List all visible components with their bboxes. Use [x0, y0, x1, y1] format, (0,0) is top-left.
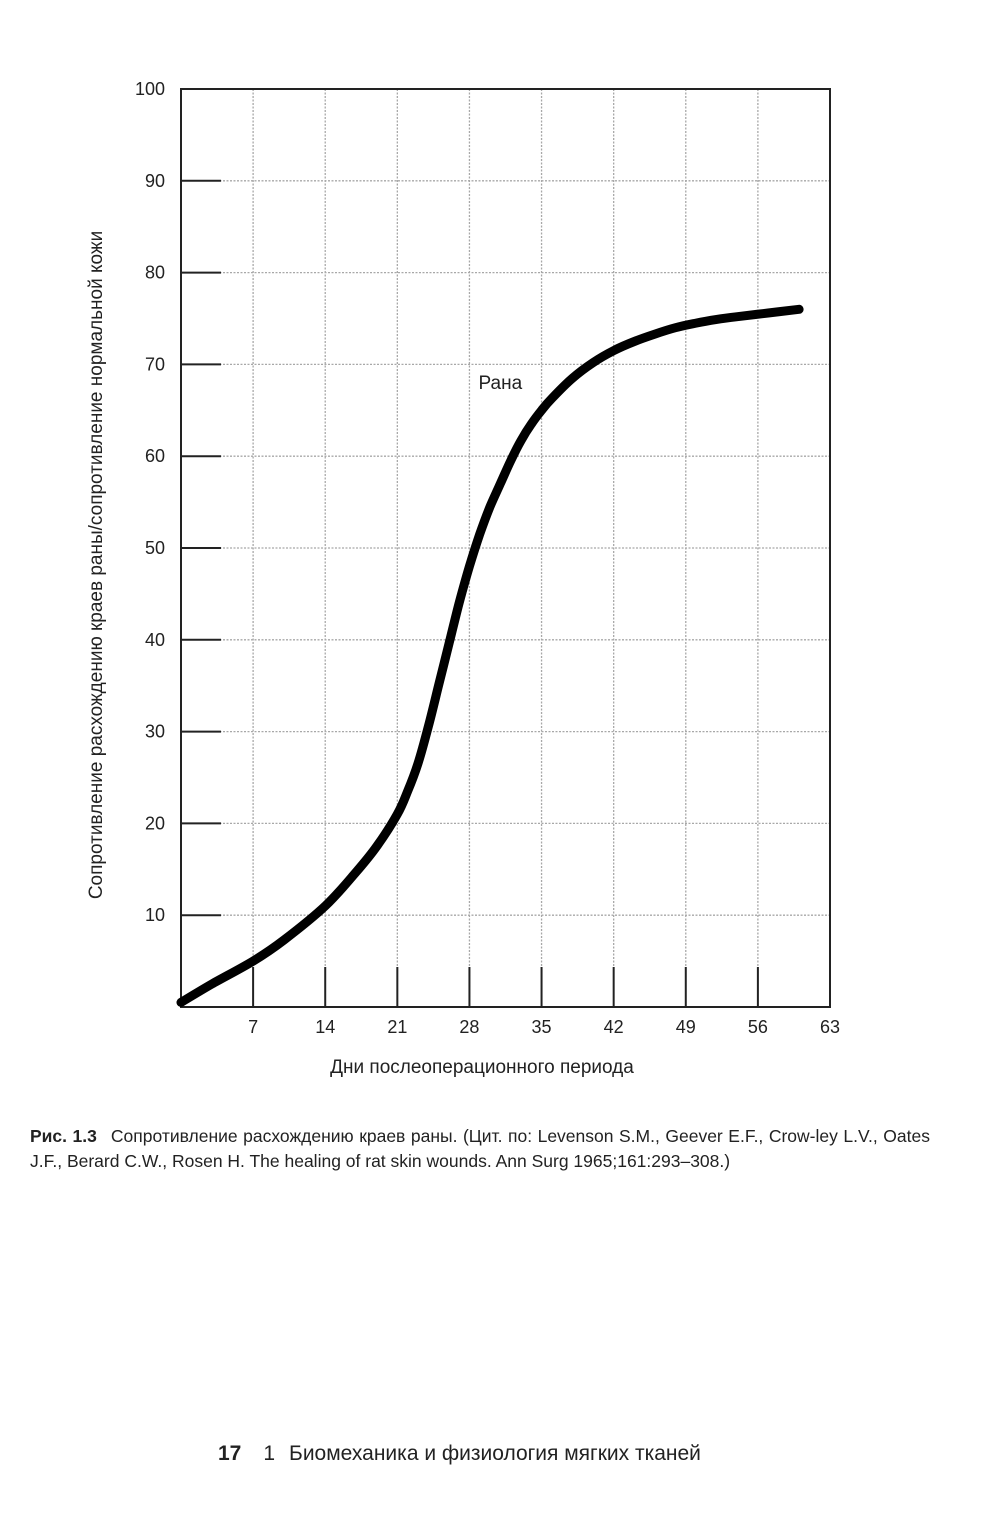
- grid: [181, 89, 830, 1007]
- y-tick-label: 10: [145, 905, 165, 925]
- x-tick-label: 63: [820, 1017, 840, 1037]
- page-number: 17: [218, 1442, 242, 1465]
- x-axis: 7 14 21 28 35 42 49 56 63: [248, 967, 840, 1037]
- y-tick-label: 40: [145, 630, 165, 650]
- series-line-rana: [176, 304, 804, 1007]
- figure-caption: Рис. 1.3 Сопротивление расхождению краев …: [30, 1124, 930, 1175]
- y-tick-label: 50: [145, 538, 165, 558]
- y-tick-label: 70: [145, 354, 165, 374]
- x-axis-label: Дни послеоперационного периода: [330, 1057, 634, 1078]
- y-tick-label: 60: [145, 446, 165, 466]
- figure-caption-label: Рис. 1.3: [30, 1126, 97, 1146]
- x-tick-label: 56: [748, 1017, 768, 1037]
- figure-caption-text: Сопротивление расхождению краев раны. (Ц…: [30, 1126, 930, 1172]
- y-tick-label: 20: [145, 813, 165, 833]
- annotation-rana: Рана: [479, 373, 523, 394]
- x-tick-label: 7: [248, 1017, 258, 1037]
- y-tick-label: 80: [145, 263, 165, 283]
- chapter-title: Биомеханика и физиология мягких тканей: [289, 1442, 701, 1465]
- plot-frame: [180, 88, 831, 1008]
- x-tick-label: 28: [459, 1017, 479, 1037]
- y-axis-label: Сопротивление расхождению краев раны/соп…: [86, 231, 107, 899]
- x-tick-label: 49: [676, 1017, 696, 1037]
- x-tick-label: 35: [532, 1017, 552, 1037]
- y-tick-label: 100: [135, 79, 165, 99]
- x-tick-label: 14: [315, 1017, 335, 1037]
- x-tick-label: 42: [604, 1017, 624, 1037]
- chapter-number: 1: [263, 1442, 276, 1465]
- page-footer: 17 1 Биомеханика и физиология мягких ткане…: [218, 1442, 701, 1466]
- y-axis: 10 20 30 40 50 60 70 80 90 100: [135, 79, 221, 925]
- x-tick-label: 21: [387, 1017, 407, 1037]
- y-tick-label: 90: [145, 171, 165, 191]
- y-tick-label: 30: [145, 722, 165, 742]
